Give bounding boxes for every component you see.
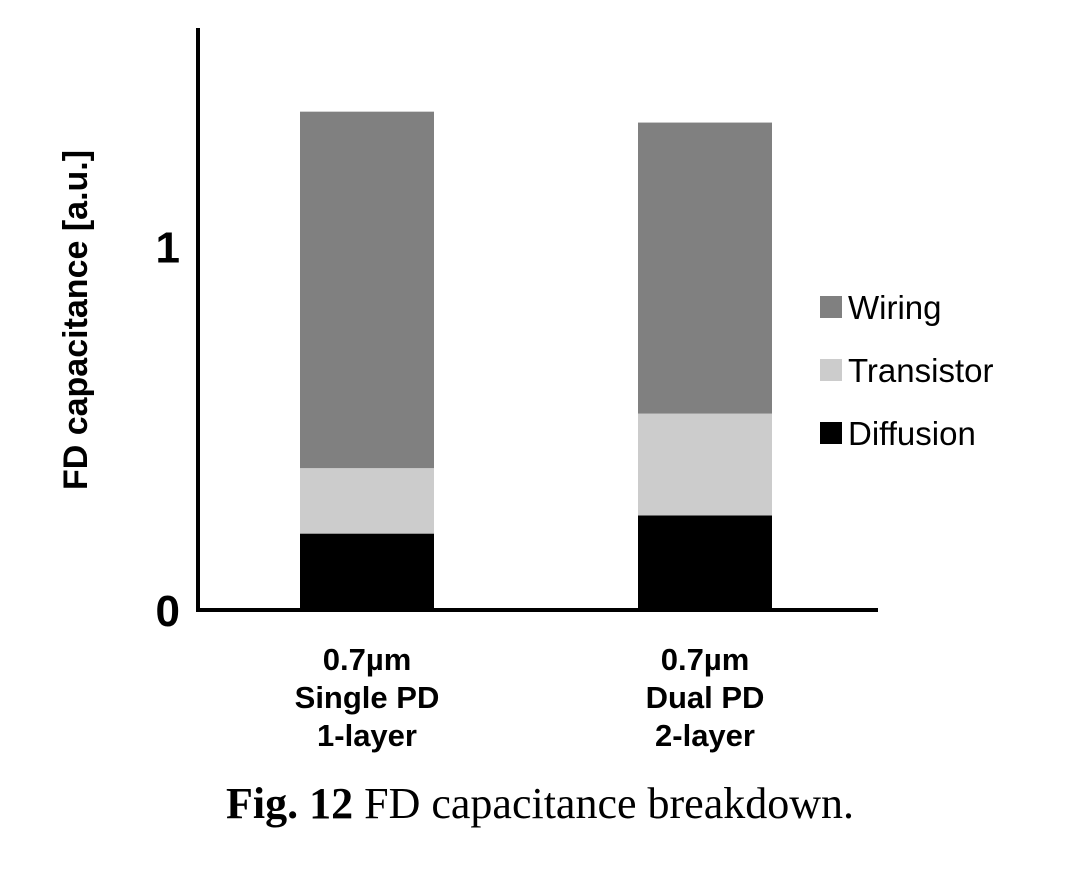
category-label-1: 0.7µm Single PD 1-layer (295, 642, 440, 753)
y-tick-label-0: 0 (156, 587, 180, 636)
legend: Wiring Transistor Diffusion (820, 289, 993, 452)
y-tick-labels: 01 (156, 223, 180, 636)
caption-text: FD capacitance breakdown. (353, 779, 854, 828)
bar-transistor-1 (300, 468, 434, 534)
y-axis-label: FD capacitance [a.u.] (57, 150, 95, 490)
bar-diffusion-2 (638, 515, 772, 610)
category-label-line: Dual PD (646, 680, 765, 715)
category-label-line: Single PD (295, 680, 440, 715)
category-label-line: 0.7µm (323, 642, 412, 677)
caption-label: Fig. 12 (226, 779, 354, 828)
figure-caption: Fig. 12 FD capacitance breakdown. (0, 778, 1080, 829)
legend-label-wiring: Wiring (848, 289, 942, 326)
y-tick-label-1: 1 (156, 223, 180, 272)
stacked-bar-chart: 01 FD capacitance [a.u.] 0.7µm Single PD 1… (57, 28, 993, 753)
bar-diffusion-1 (300, 533, 434, 610)
legend-swatch-diffusion (820, 422, 842, 444)
category-label-line: 2-layer (655, 718, 755, 753)
legend-label-transistor: Transistor (848, 352, 993, 389)
category-label-line: 0.7µm (661, 642, 750, 677)
bar-transistor-2 (638, 413, 772, 516)
legend-swatch-wiring (820, 296, 842, 318)
bar-wiring-1 (300, 111, 434, 469)
legend-swatch-transistor (820, 359, 842, 381)
legend-label-diffusion: Diffusion (848, 415, 976, 452)
bar-wiring-2 (638, 122, 772, 414)
bars-group (300, 111, 772, 610)
category-label-line: 1-layer (317, 718, 417, 753)
category-label-2: 0.7µm Dual PD 2-layer (646, 642, 765, 753)
